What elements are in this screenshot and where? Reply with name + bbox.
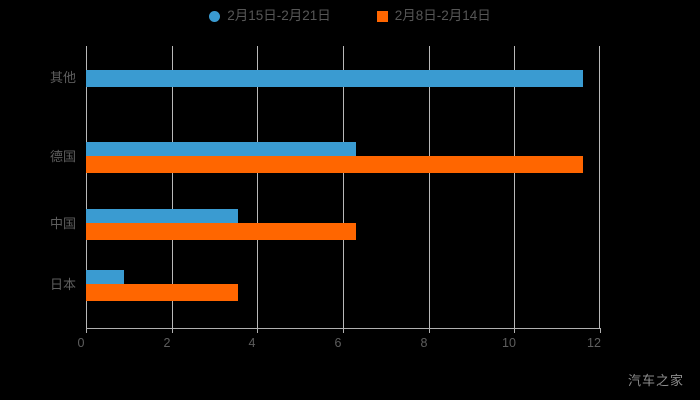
x-tick-label-2: 2 — [163, 336, 171, 350]
bar-germany-series-2[interactable] — [86, 156, 583, 173]
circle-marker-icon — [209, 10, 221, 22]
plot-area — [86, 46, 600, 328]
x-tick-label-8: 8 — [420, 336, 428, 350]
gridline-6 — [343, 46, 344, 328]
bar-germany-series-1[interactable] — [86, 142, 356, 156]
gridline-12 — [599, 46, 600, 328]
x-tick-label-0: 0 — [77, 336, 85, 350]
gridline-4 — [257, 46, 258, 328]
x-tick-mark-12 — [600, 328, 601, 333]
gridline-2 — [172, 46, 173, 328]
x-tick-label-6: 6 — [334, 336, 342, 350]
x-tick-mark-2 — [172, 328, 173, 333]
x-tick-label-10: 10 — [502, 336, 516, 350]
category-label-germany: 德国 — [49, 149, 76, 164]
x-tick-mark-6 — [343, 328, 344, 333]
legend-label-series-1: 2月15日-2月21日 — [227, 8, 331, 23]
bar-japan-series-1[interactable] — [86, 270, 124, 284]
x-tick-mark-10 — [514, 328, 515, 333]
x-tick-mark-0 — [86, 328, 87, 333]
x-tick-mark-8 — [429, 328, 430, 333]
legend-item-series-2[interactable]: 2月8日-2月14日 — [376, 8, 491, 23]
bar-other-series-1[interactable] — [86, 70, 583, 87]
chart-legend: 2月15日-2月21日 2月8日-2月14日 — [0, 9, 700, 23]
x-tick-label-12: 12 — [587, 336, 601, 350]
gridline-10 — [514, 46, 515, 328]
bar-china-series-1[interactable] — [86, 209, 238, 223]
bar-japan-series-2[interactable] — [86, 284, 238, 301]
category-label-japan: 日本 — [49, 277, 76, 292]
square-marker-icon — [376, 10, 388, 22]
category-label-china: 中国 — [49, 216, 76, 231]
bar-china-series-2[interactable] — [86, 223, 356, 240]
legend-label-series-2: 2月8日-2月14日 — [394, 8, 491, 23]
category-label-other: 其他 — [49, 70, 76, 85]
x-tick-mark-4 — [257, 328, 258, 333]
watermark: 汽车之家 — [627, 373, 684, 388]
gridline-8 — [429, 46, 430, 328]
x-tick-label-4: 4 — [248, 336, 256, 350]
gridline-0 — [86, 46, 87, 328]
legend-item-series-1[interactable]: 2月15日-2月21日 — [209, 9, 331, 23]
